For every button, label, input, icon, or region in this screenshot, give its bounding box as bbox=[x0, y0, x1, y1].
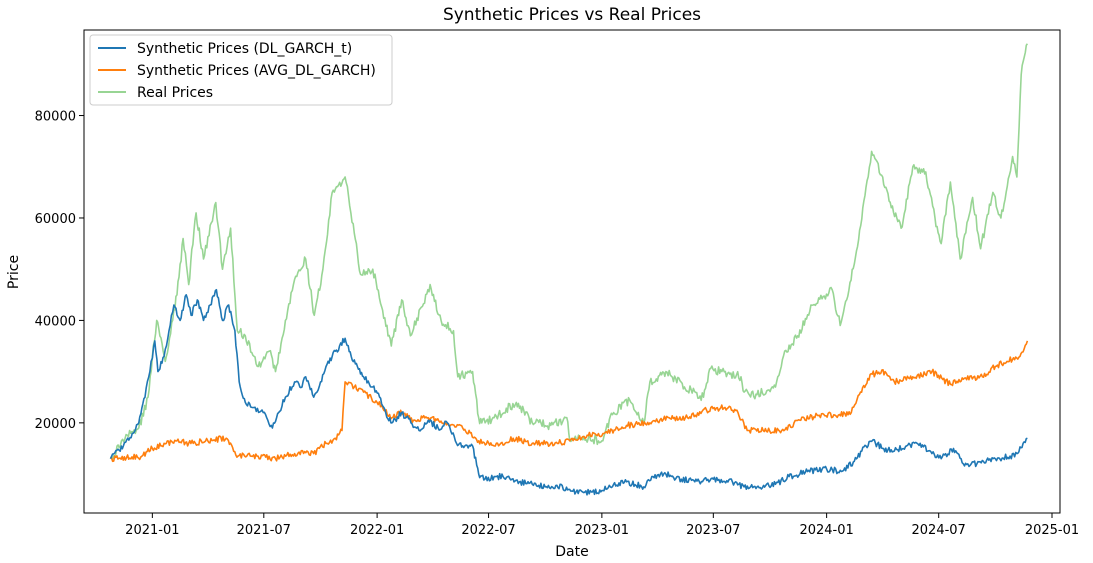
plot-area bbox=[83, 29, 1061, 514]
y-axis: 20000 40000 60000 80000 bbox=[35, 110, 84, 432]
series-layer bbox=[109, 43, 1029, 496]
plot-frame bbox=[84, 30, 1060, 513]
x-tick-label: 2022-01 bbox=[350, 523, 404, 538]
x-tick-label: 2023-01 bbox=[575, 523, 629, 538]
x-tick-label: 2023-07 bbox=[686, 523, 740, 538]
x-axis: 2021-01 2021-07 2022-01 2022-07 2023-01 2023-… bbox=[125, 513, 1079, 538]
series-line-real-prices bbox=[109, 43, 1029, 460]
x-tick-label: 2024-01 bbox=[799, 523, 853, 538]
x-tick-label: 2025-01 bbox=[1025, 523, 1079, 538]
plot-border bbox=[83, 29, 1061, 514]
x-tick-label: 2022-07 bbox=[461, 523, 515, 538]
y-tick-label: 20000 bbox=[35, 417, 76, 432]
series-line-synthetic-prices-avg-dl-garch bbox=[109, 340, 1029, 463]
legend-box bbox=[89, 34, 393, 106]
x-tick-label: 2024-07 bbox=[912, 523, 966, 538]
legend-label-avg-dl-garch: Synthetic Prices (AVG_DL_GARCH) bbox=[137, 63, 376, 79]
x-axis-label: Date bbox=[555, 544, 588, 560]
chart-title: Synthetic Prices vs Real Prices bbox=[443, 5, 701, 25]
x-tick-label: 2021-07 bbox=[237, 523, 291, 538]
y-tick-label: 60000 bbox=[35, 212, 76, 227]
legend-label-real-prices: Real Prices bbox=[137, 85, 213, 101]
y-axis-label: Price bbox=[6, 255, 22, 289]
y-tick-label: 40000 bbox=[35, 314, 76, 329]
legend: Synthetic Prices (DL_GARCH_t) Synthetic … bbox=[89, 34, 393, 106]
y-tick-label: 80000 bbox=[35, 110, 76, 125]
legend-label-dl-garch-t: Synthetic Prices (DL_GARCH_t) bbox=[137, 41, 352, 57]
series-line-synthetic-prices-dl-garch-t bbox=[109, 288, 1028, 496]
x-tick-label: 2021-01 bbox=[125, 523, 179, 538]
